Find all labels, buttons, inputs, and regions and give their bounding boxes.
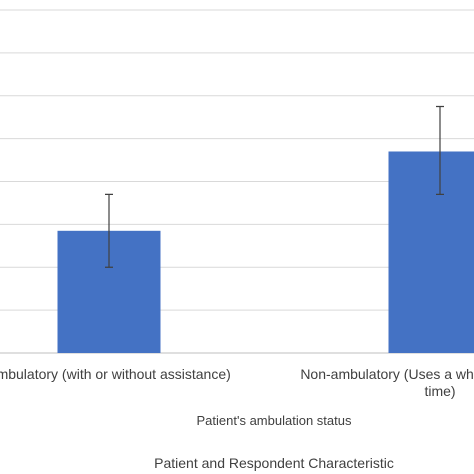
category-label-2-line-1: Non-ambulatory (Uses a wheelchair all of…: [300, 366, 474, 382]
error-bar-2: [436, 105, 444, 195]
x-axis-title: Patient's ambulation status: [197, 413, 352, 428]
error-bars: [105, 105, 444, 268]
category-label-2-line-2: time): [424, 383, 455, 399]
category-labels: Ambulatory (with or without assistance) N…: [0, 366, 474, 399]
bar-2: [388, 151, 474, 353]
group-title: Patient and Respondent Characteristic: [154, 455, 394, 471]
category-label-1: Ambulatory (with or without assistance): [0, 366, 231, 382]
error-bar-1: [105, 193, 113, 268]
